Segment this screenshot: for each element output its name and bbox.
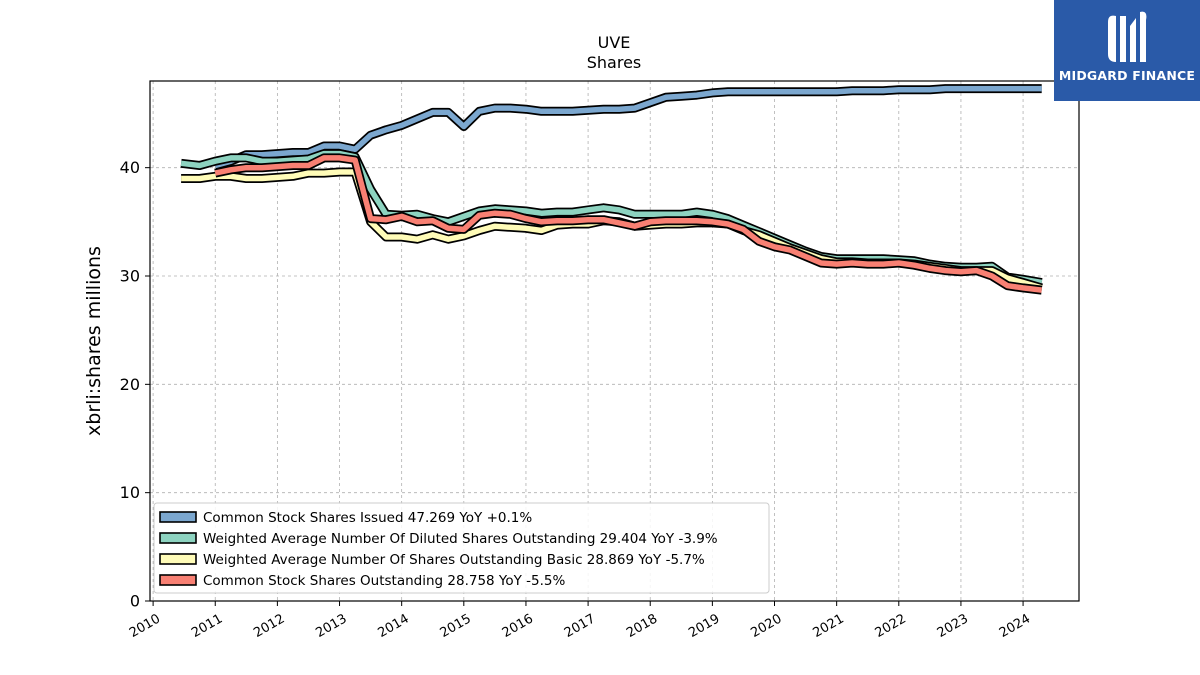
- y-tick-label: 20: [120, 375, 140, 394]
- x-tick-label: 2022: [873, 611, 909, 641]
- legend-label: Weighted Average Number Of Shares Outsta…: [203, 552, 705, 568]
- logo-text: MIDGARD FINANCE: [1058, 68, 1196, 83]
- series-line: [181, 169, 1043, 291]
- x-tick-label: 2011: [189, 611, 225, 641]
- x-tick-label: 2020: [748, 611, 784, 641]
- series-1: [214, 84, 1042, 170]
- chart-subtitle: Shares: [587, 53, 642, 72]
- midgard-monogram-icon: [1108, 11, 1147, 63]
- series-3: [181, 167, 1043, 293]
- chart-title: UVE: [598, 33, 631, 52]
- series-line: [214, 85, 1042, 169]
- y-tick-label: 10: [120, 483, 140, 502]
- x-tick-label: 2017: [562, 611, 598, 641]
- plot-frame: [149, 80, 1080, 602]
- x-tick-label: 2021: [810, 611, 846, 641]
- series-layer: [180, 84, 1043, 295]
- midgard-finance-logo: MIDGARD FINANCE: [1054, 0, 1200, 101]
- x-tick-label: 2014: [376, 611, 412, 641]
- x-tick-label: 2015: [438, 611, 474, 641]
- legend: Common Stock Shares Issued 47.269 YoY +0…: [153, 502, 770, 594]
- x-tick-label: 2019: [686, 611, 722, 641]
- y-axis-label: xbrli:shares millions: [83, 246, 105, 436]
- x-tick-label: 2013: [313, 611, 349, 641]
- grid: [150, 81, 1079, 602]
- x-tick-label: 2010: [127, 611, 163, 641]
- series-line-outline: [181, 167, 1043, 293]
- x-tick-label: 2023: [935, 611, 971, 641]
- y-tick-label: 0: [130, 592, 140, 611]
- legend-label: Common Stock Shares Issued 47.269 YoY +0…: [203, 510, 532, 526]
- x-tick-label: 2024: [997, 611, 1033, 641]
- legend-label: Common Stock Shares Outstanding 28.758 Y…: [203, 573, 566, 589]
- x-tick-label: 2018: [624, 611, 660, 641]
- legend-label: Weighted Average Number Of Diluted Share…: [203, 531, 718, 547]
- x-tick-label: 2016: [500, 611, 536, 641]
- legend-swatch: [159, 511, 197, 523]
- y-tick-label: 40: [120, 158, 140, 177]
- y-tick-label: 30: [120, 267, 140, 286]
- x-tick-label: 2012: [251, 611, 287, 641]
- legend-swatch: [159, 532, 197, 544]
- series-4: [214, 153, 1043, 295]
- series-line: [214, 155, 1043, 293]
- legend-box: [153, 502, 770, 594]
- legend-swatch: [159, 574, 197, 586]
- legend-swatch: [159, 553, 197, 565]
